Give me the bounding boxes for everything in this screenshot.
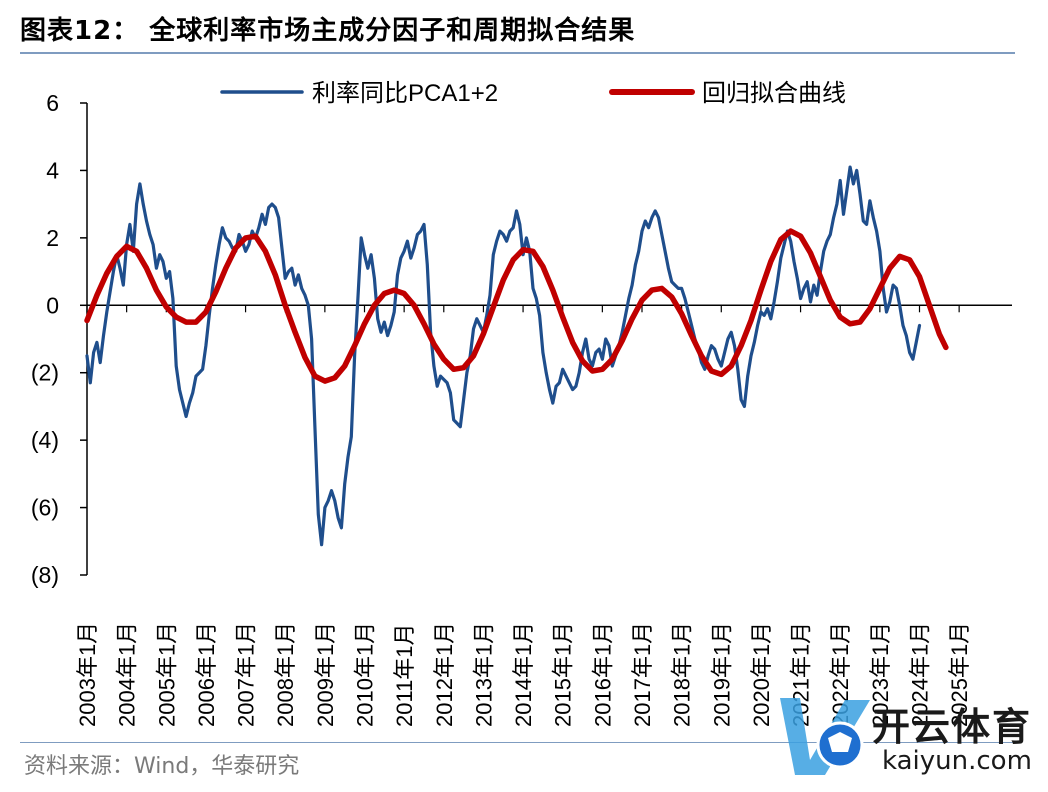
watermark: 开云体育 kaiyun.com [770,690,1040,785]
x-tick-label: 2019年1月 [709,622,734,727]
title-rule [20,52,1015,54]
series-pca-line [85,165,922,547]
source-rule [20,742,1015,743]
chart-canvas: 6 4 2 0 (2) (4) (6) (8) 2003年1月 2004年1月 2005年1月 200… [31,80,1012,727]
x-tick-label: 2014年1月 [511,622,536,727]
watermark-logo-icon [780,698,870,775]
x-tick-label: 2003年1月 [75,622,100,727]
y-tick-label: (8) [31,562,59,588]
y-tick-label: (2) [31,360,59,386]
watermark-brand-cn: 开云体育 [872,705,1033,749]
x-tick-label: 2009年1月 [313,622,338,727]
chart-legend: 利率同比PCA1+2 回归拟合曲线 [220,80,846,107]
x-tick-label: 2004年1月 [115,622,140,727]
chart-series [84,165,949,547]
y-tick-label: (4) [31,427,59,453]
watermark-brand-en: kaiyun.com [882,746,1032,776]
figure-title: 图表12： 全球利率市场主成分因子和周期拟合结果 [20,16,636,46]
legend-label: 回归拟合曲线 [702,80,846,107]
x-tick-label: 2008年1月 [273,622,298,727]
legend-label: 利率同比PCA1+2 [312,80,498,107]
x-tick-label: 2020年1月 [749,622,774,727]
y-tick-label: 4 [46,157,59,183]
x-tick-label: 2013年1月 [471,622,496,727]
y-tick-label: 0 [46,292,59,318]
x-tick-label: 2024年1月 [908,622,933,727]
x-tick-label: 2017年1月 [630,622,655,727]
x-tick-label: 2016年1月 [590,622,615,727]
x-tick-label: 2018年1月 [670,622,695,727]
source-note: 资料来源：Wind，华泰研究 [24,754,300,779]
x-tick-label: 2010年1月 [353,622,378,727]
x-tick-label: 2025年1月 [947,622,972,727]
y-tick-label: 2 [46,225,59,251]
x-tick-label: 2007年1月 [234,622,259,727]
chart-axes: 6 4 2 0 (2) (4) (6) (8) 2003年1月 2004年1月 2005年1月 200… [31,90,1012,727]
x-tick-label: 2011年1月 [392,623,417,727]
series-fit-line [84,228,949,384]
x-tick-label: 2023年1月 [868,622,893,727]
x-tick-label: 2012年1月 [432,622,457,727]
y-tick-label: 6 [46,90,59,116]
x-tick-label: 2015年1月 [551,622,576,727]
x-tick-label: 2005年1月 [154,622,179,727]
x-tick-label: 2006年1月 [194,622,219,727]
y-tick-label: (6) [31,495,59,521]
